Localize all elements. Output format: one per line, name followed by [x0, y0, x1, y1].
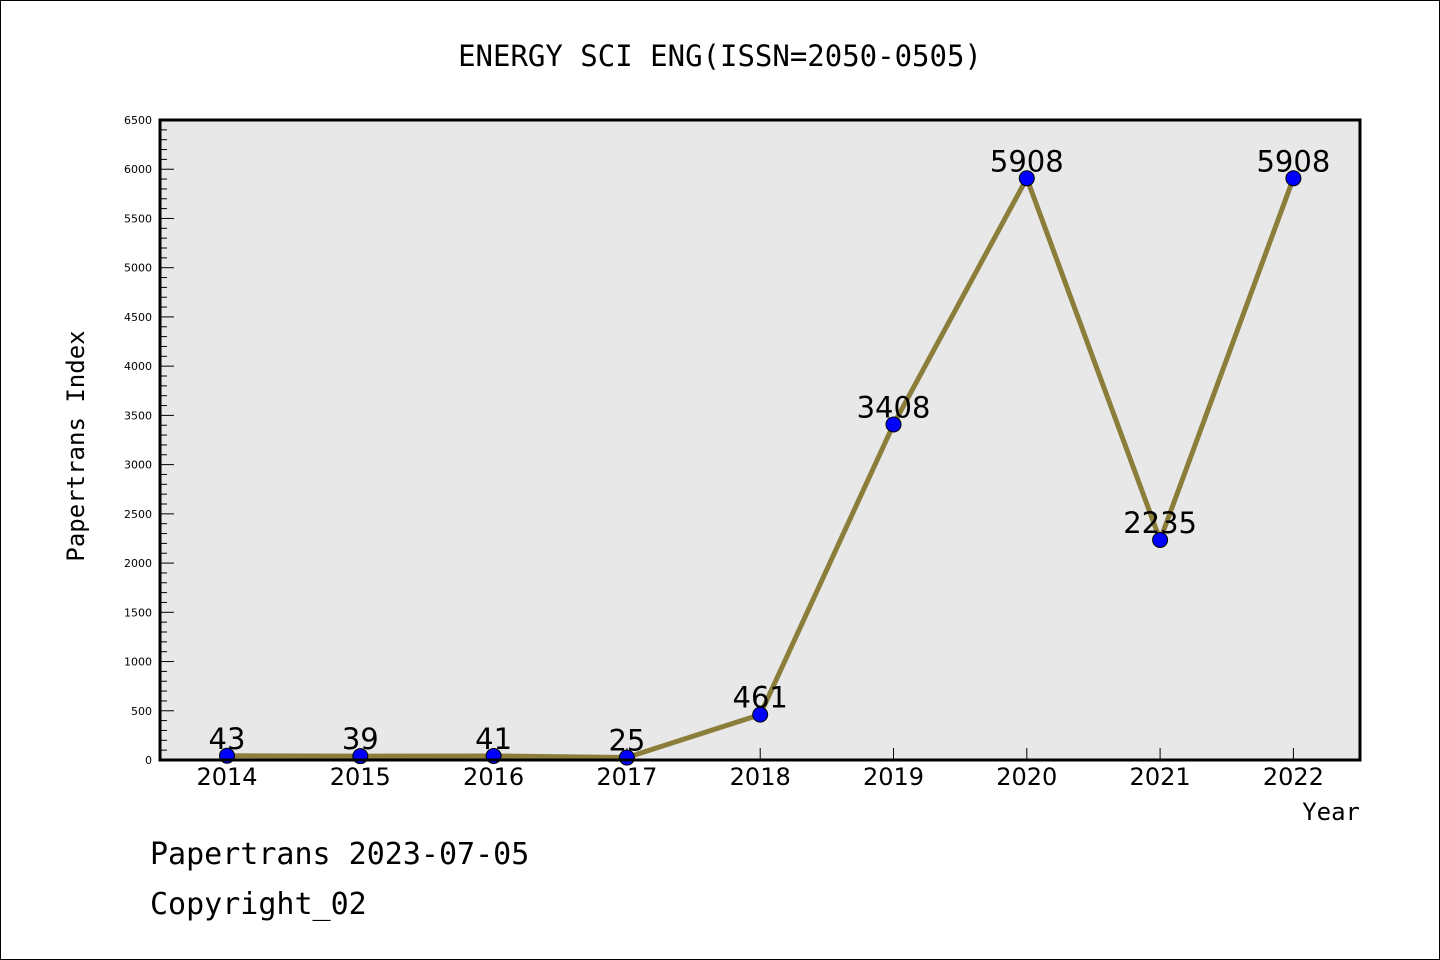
data-labels: 43 39 41 25 461 3408 5908 2235 5908 [209, 144, 1331, 757]
data-label: 3408 [857, 390, 931, 424]
plot-border [158, 118, 1362, 762]
y-tick-label: 6500 [124, 114, 152, 127]
y-tick-label: 2500 [124, 508, 152, 521]
data-label: 461 [733, 681, 788, 715]
data-label: 39 [342, 722, 379, 756]
data-point [1152, 531, 1169, 548]
y-tick-label: 1500 [124, 606, 152, 619]
x-tick-label: 2019 [863, 763, 924, 791]
x-axis-ticks: 2014 2015 2016 2017 2018 2019 2020 2021 2022 [196, 748, 1324, 791]
x-tick-label: 2015 [330, 763, 391, 791]
y-tick-label: 4000 [124, 360, 152, 373]
y-tick-label: 5500 [124, 212, 152, 225]
data-label: 5908 [990, 144, 1064, 178]
x-tick-label: 2020 [996, 763, 1057, 791]
x-tick-label: 2018 [730, 763, 791, 791]
plot-area [160, 120, 1360, 760]
data-label: 2235 [1123, 506, 1197, 540]
y-tick-label: 3000 [124, 459, 152, 472]
x-tick-label: 2021 [1130, 763, 1191, 791]
y-tick-label: 1000 [124, 656, 152, 669]
x-tick-label: 2014 [196, 763, 257, 791]
footer-copyright: Copyright_02 [150, 887, 367, 922]
x-tick-label: 2022 [1263, 763, 1324, 791]
y-tick-label: 500 [131, 705, 152, 718]
y-tick-label: 6000 [124, 163, 152, 176]
chart-title: ENERGY SCI ENG(ISSN=2050-0505) [458, 39, 982, 73]
data-label: 5908 [1256, 144, 1330, 178]
data-label: 41 [475, 722, 512, 756]
y-axis-label: Papertrans Index [62, 330, 90, 561]
data-point [885, 416, 902, 433]
y-tick-label: 4500 [124, 311, 152, 324]
data-point [1285, 170, 1302, 187]
footer-date: Papertrans 2023-07-05 [150, 837, 529, 872]
x-axis-label: Year [1302, 798, 1360, 826]
data-point [1018, 170, 1035, 187]
x-tick-label: 2016 [463, 763, 524, 791]
y-tick-label: 3500 [124, 409, 152, 422]
data-label: 25 [608, 724, 645, 758]
data-point [752, 706, 769, 723]
y-tick-label: 5000 [124, 262, 152, 275]
data-label: 43 [209, 722, 246, 756]
y-tick-label: 2000 [124, 557, 152, 570]
x-tick-label: 2017 [596, 763, 657, 791]
y-tick-label: 0 [145, 754, 152, 767]
